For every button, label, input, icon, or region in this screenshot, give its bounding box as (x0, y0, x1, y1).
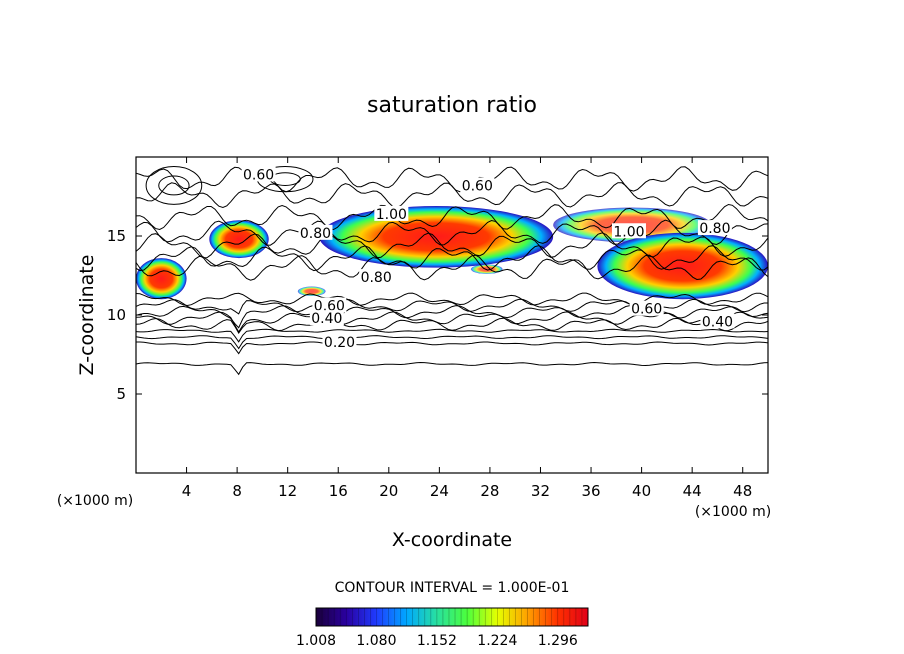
contour-label-bg (322, 333, 357, 349)
y-tick-label: 15 (107, 227, 126, 245)
contour-closed (158, 175, 190, 196)
chart-title: saturation ratio (367, 93, 537, 118)
contour-interval-label: CONTOUR INTERVAL = 1.000E-01 (335, 580, 570, 596)
x-axis-title: X-coordinate (392, 529, 512, 551)
contour-label-bg (700, 313, 735, 329)
contour-lines (135, 165, 769, 376)
contour-label: 0.40 (311, 311, 342, 327)
x-tick-label: 12 (278, 482, 297, 500)
colorbar-gradient (316, 608, 588, 626)
contour-label: 0.60 (631, 302, 662, 318)
contour-label: 0.80 (300, 226, 331, 242)
y-axis-title: Z-coordinate (76, 255, 98, 376)
contour-line (135, 245, 769, 272)
colorbar-tick-label: 1.080 (356, 633, 396, 649)
contour-label-bg (298, 224, 333, 240)
contour-line (135, 254, 769, 281)
colorbar-frame (315, 607, 589, 627)
contour-label-bg (374, 205, 409, 221)
x-tick-label: 40 (632, 482, 651, 500)
contour-label-bg (611, 223, 646, 239)
contour-line (135, 219, 769, 246)
contour-line (135, 361, 769, 376)
contour-label-bg (697, 220, 732, 236)
contour-label: 0.40 (702, 314, 733, 330)
x-tick-label: 48 (733, 482, 752, 500)
contour-label: 0.80 (699, 221, 730, 237)
x-unit-label-right: (×1000 m) (695, 504, 771, 520)
colorbar-tick-label: 1.008 (296, 633, 336, 649)
contour-closed (145, 165, 203, 205)
contour-label: 0.60 (243, 167, 274, 183)
contour-label-bg (309, 310, 344, 326)
x-tick-label: 32 (531, 482, 550, 500)
x-tick-label: 8 (232, 482, 242, 500)
x-tick-label: 16 (329, 482, 348, 500)
contour-line (135, 203, 769, 231)
y-tick-label: 10 (107, 306, 126, 324)
contour-label: 0.20 (324, 335, 355, 351)
contour-line (136, 341, 769, 355)
x-tick-label: 36 (581, 482, 600, 500)
supersaturation-region (209, 220, 269, 259)
supersaturation-region (136, 258, 187, 300)
contour-labels: 0.60 0.60 1.00 0.80 1.00 0.80 0.80 0.60 0.40 0.20… (241, 166, 735, 351)
colorbar-stripes (315, 608, 589, 626)
contour-label-bg (460, 177, 495, 193)
contour-label: 1.00 (376, 207, 407, 223)
x-tick-label: 20 (379, 482, 398, 500)
contour-line (135, 317, 769, 335)
contour-line (135, 335, 769, 350)
contour-label: 0.80 (361, 270, 392, 286)
supersaturation-region (597, 232, 768, 300)
contour-label: 1.00 (613, 224, 644, 240)
x-tick-label: 24 (430, 482, 449, 500)
x-tick-label: 4 (182, 482, 192, 500)
colorbar-tick-label: 1.152 (417, 633, 457, 649)
contour-line (135, 232, 769, 259)
colorbar-tick-label: 1.224 (477, 633, 517, 649)
x-tick-label: 44 (683, 482, 702, 500)
x-unit-label-left: (×1000 m) (57, 493, 133, 509)
colorbar: 1.008 1.080 1.152 1.224 1.296 (296, 607, 589, 649)
contour-line (135, 292, 769, 307)
x-tick-label: 28 (480, 482, 499, 500)
contour-line (135, 166, 769, 193)
colorbar-tick-label: 1.296 (538, 633, 578, 649)
contour-label-bg (629, 300, 664, 316)
contour-label: 0.60 (462, 178, 493, 194)
contour-label-bg (359, 269, 394, 285)
plot-area: 0.60 0.60 1.00 0.80 1.00 0.80 0.80 0.60 0.40 0.20… (135, 156, 769, 474)
contour-label-bg (241, 166, 276, 182)
colorbar-tick-labels: 1.008 1.080 1.152 1.224 1.296 (296, 633, 578, 649)
y-tick-label: 5 (116, 385, 126, 403)
supersaturation-region (297, 286, 326, 297)
contour-label-bg (312, 297, 347, 313)
